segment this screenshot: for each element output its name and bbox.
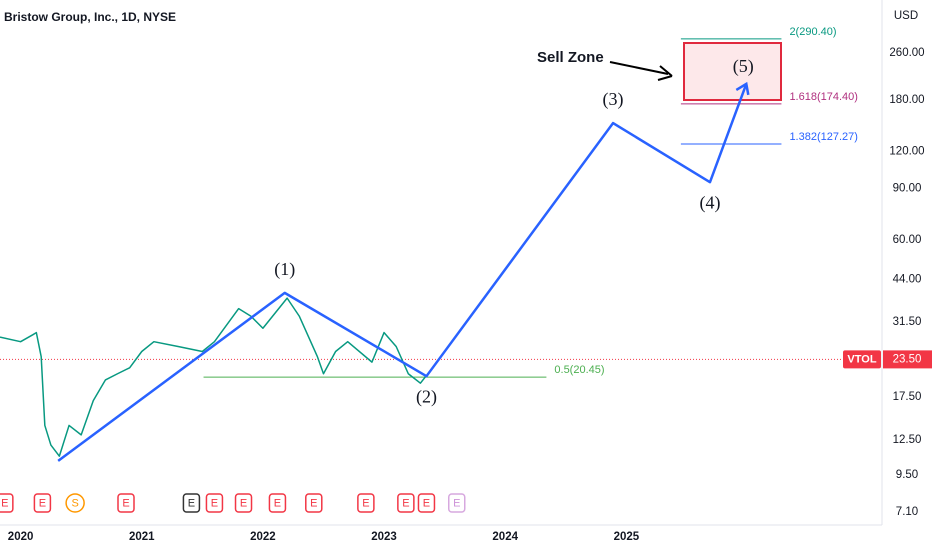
event-marker bbox=[305, 493, 323, 513]
x-tick-label: 2024 bbox=[492, 531, 518, 543]
event-label: E bbox=[310, 497, 317, 509]
price-label: 23.50 bbox=[893, 353, 922, 365]
event-label: E bbox=[423, 497, 430, 509]
event-marker bbox=[182, 493, 201, 513]
fib-label: 0.5(20.45) bbox=[554, 364, 604, 376]
y-tick-label: 180.00 bbox=[889, 94, 924, 106]
event-label: E bbox=[122, 497, 129, 509]
event-label: E bbox=[39, 497, 46, 509]
event-marker bbox=[268, 493, 287, 513]
event-marker bbox=[205, 493, 224, 513]
event-marker bbox=[33, 493, 52, 513]
event-marker bbox=[65, 493, 85, 513]
event-marker bbox=[417, 493, 436, 513]
symbol-label: VTOL bbox=[847, 353, 876, 365]
y-tick-label: 17.50 bbox=[893, 391, 922, 403]
wave-arrowhead bbox=[735, 81, 750, 96]
fib-label: 1.618(174.40) bbox=[789, 91, 858, 103]
wave-line bbox=[57, 83, 748, 462]
event-marker bbox=[448, 493, 466, 513]
y-tick-label: 7.10 bbox=[896, 506, 918, 518]
sell-zone-label: Sell Zone bbox=[537, 49, 604, 66]
chart-title: Bristow Group, Inc., 1D, NYSE bbox=[4, 10, 176, 24]
y-tick-label: 90.00 bbox=[893, 182, 922, 194]
event-marker bbox=[234, 493, 253, 513]
x-tick-label: 2021 bbox=[129, 531, 155, 543]
wave-label: (1) bbox=[274, 259, 295, 280]
event-label: E bbox=[274, 497, 281, 509]
event-label: E bbox=[211, 497, 218, 509]
y-tick-label: 60.00 bbox=[893, 234, 922, 246]
event-marker bbox=[357, 493, 375, 513]
sell-zone-box bbox=[683, 42, 782, 101]
fib-label: 2(290.40) bbox=[789, 26, 836, 38]
event-label: E bbox=[362, 497, 369, 509]
event-marker bbox=[397, 493, 415, 513]
event-label: E bbox=[453, 497, 460, 509]
symbol-badge bbox=[843, 350, 881, 369]
y-tick-label: 44.00 bbox=[893, 273, 922, 285]
wave-label: (5) bbox=[733, 56, 754, 77]
event-label: E bbox=[1, 497, 8, 509]
price-badge bbox=[883, 350, 932, 369]
sell-zone-arrowhead bbox=[657, 65, 673, 81]
y-tick-label: 120.00 bbox=[889, 146, 924, 158]
event-label: S bbox=[71, 497, 78, 509]
currency-label: USD bbox=[894, 10, 918, 22]
x-tick-label: 2023 bbox=[371, 531, 397, 543]
event-label: E bbox=[188, 497, 195, 509]
price-line bbox=[0, 297, 440, 457]
event-label: E bbox=[240, 497, 247, 509]
sell-zone-arrow bbox=[609, 61, 669, 75]
y-tick-label: 260.00 bbox=[889, 47, 924, 59]
y-tick-label: 12.50 bbox=[893, 434, 922, 446]
x-tick-label: 2020 bbox=[8, 531, 34, 543]
wave-label: (3) bbox=[603, 89, 624, 110]
x-tick-label: 2022 bbox=[250, 531, 276, 543]
wave-label: (2) bbox=[416, 386, 437, 407]
x-tick-label: 2025 bbox=[614, 531, 640, 543]
plot: 260.00 180.00 120.00 90.00 60.00 44.00 31.50 17… bbox=[0, 26, 932, 543]
y-tick-label: 31.50 bbox=[893, 316, 922, 328]
event-marker bbox=[117, 493, 135, 513]
fib-label: 1.382(127.27) bbox=[789, 131, 858, 143]
event-marker bbox=[0, 493, 14, 513]
wave-label: (4) bbox=[699, 192, 720, 213]
y-tick-label: 9.50 bbox=[896, 469, 918, 481]
event-label: E bbox=[402, 497, 409, 509]
